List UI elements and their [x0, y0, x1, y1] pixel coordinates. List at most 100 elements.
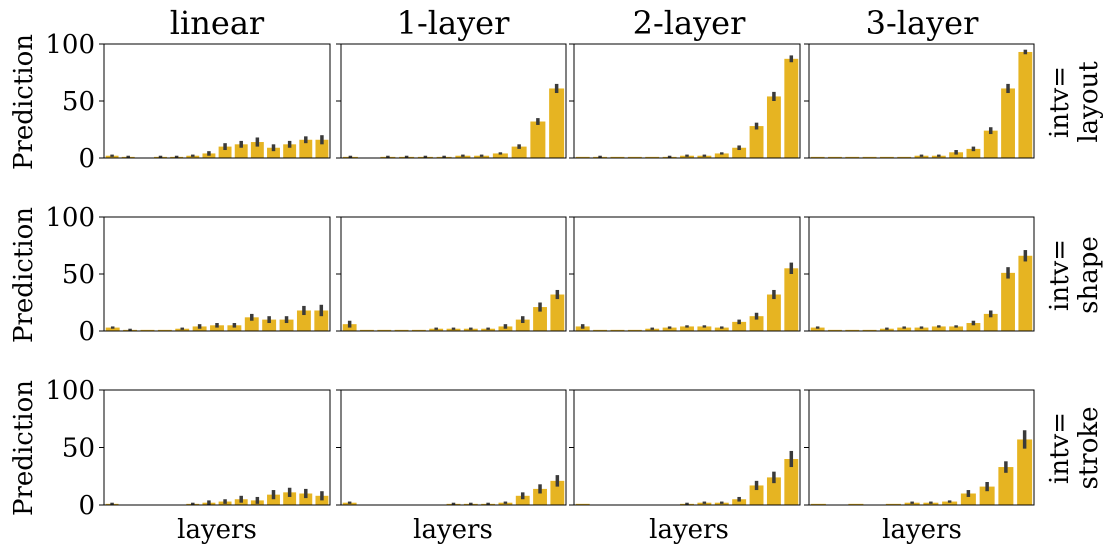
bar-r1-c4-11	[983, 130, 998, 158]
bar-r1-c4-13	[1018, 51, 1033, 159]
bar-r2-c2-12	[533, 307, 547, 331]
bar-r1-c3-10	[732, 147, 747, 158]
bar-r1-c1-14	[315, 139, 329, 158]
panel-frame-r3-c1	[103, 389, 331, 506]
bar-r2-c1-9	[244, 317, 259, 331]
y-axis-label-row-3: Prediction	[9, 380, 39, 516]
bar-r1-c2-11	[530, 121, 546, 158]
bar-r3-c4-10	[979, 486, 995, 505]
bar-r2-c3-7	[680, 326, 694, 331]
bar-r3-c1-13	[299, 493, 313, 505]
panel-frame-r2-c1	[103, 216, 331, 332]
bar-r3-c2-12	[533, 488, 547, 505]
panel-frame-r2-c4	[808, 216, 1035, 332]
bar-r3-c4-8	[942, 501, 958, 505]
bar-r1-c3-1	[575, 156, 590, 158]
bar-r2-c4-12	[1001, 272, 1015, 331]
x-axis-label-col-1: layers	[177, 515, 257, 545]
bar-r1-c3-3	[610, 156, 625, 158]
bar-r3-c3-12	[766, 477, 781, 505]
bar-r2-c3-12	[766, 294, 781, 331]
row-label-1-line1: intv=	[1045, 66, 1075, 138]
bar-r2-c2-11	[515, 319, 530, 331]
bar-r2-c4-2	[828, 329, 842, 331]
y-tick-label-r2-50: 50	[62, 260, 95, 290]
bar-r1-c1-13	[299, 139, 313, 158]
col-title-1-layer: 1-layer	[397, 4, 511, 42]
bar-r2-c3-10	[732, 321, 747, 331]
bar-r1-c3-4	[627, 156, 642, 158]
bar-r1-c4-9	[949, 152, 964, 158]
y-axis-label-row-2: Prediction	[9, 207, 39, 343]
bar-r1-c3-9	[714, 153, 729, 158]
bar-r2-c4-9	[949, 326, 964, 331]
col-title-2-layer: 2-layer	[633, 4, 747, 42]
bar-r1-c3-13	[784, 58, 799, 158]
panel-frame-r1-c1	[103, 43, 331, 159]
y-tick-label-r1-100: 100	[45, 30, 95, 60]
bar-r1-c4-6	[897, 156, 912, 158]
y-tick-label-r2-0: 0	[78, 317, 95, 347]
bar-r2-c4-10	[966, 323, 981, 331]
bar-r1-c4-10	[966, 148, 981, 158]
bar-r1-c2-10	[511, 146, 527, 158]
bar-r1-c4-12	[1001, 88, 1015, 158]
bar-r2-c2-1	[342, 324, 357, 331]
bar-r2-c3-9	[714, 327, 729, 331]
panel-frame-r2-c3	[573, 216, 801, 332]
bar-r2-c3-8	[697, 326, 712, 331]
bar-r3-c3-11	[749, 485, 764, 505]
bar-r2-c2-4	[394, 329, 409, 331]
bar-r2-c2-3	[377, 329, 392, 331]
bar-r2-c3-4	[627, 329, 642, 331]
bar-r3-c3-10	[732, 499, 747, 505]
bar-r3-c4-9	[960, 493, 976, 505]
bar-r1-c4-2	[828, 156, 842, 158]
bar-r2-c1-8	[227, 325, 242, 331]
bar-r2-c4-8	[931, 326, 946, 331]
bar-r2-c2-5	[411, 329, 426, 331]
panels-layer: 0 50 100 0 50 100 0 50 100	[45, 30, 1035, 521]
bar-r1-c1-12	[283, 144, 297, 158]
bar-r2-c4-6	[897, 327, 912, 331]
bar-r2-c3-6	[662, 327, 677, 331]
row-label-3-line2: stroke	[1074, 406, 1104, 489]
row-label-3-line1: intv=	[1045, 412, 1075, 484]
row-label-2-line2: shape	[1074, 236, 1104, 314]
bar-r3-c2-11	[515, 495, 530, 505]
y-tick-label-r3-100: 100	[45, 376, 95, 406]
bar-r1-c1-8	[218, 146, 232, 158]
y-axis-label-row-1: Prediction	[9, 34, 39, 170]
bar-r1-c4-1	[810, 156, 825, 158]
bar-r1-c1-10	[250, 142, 264, 158]
bar-r3-c4-5	[885, 503, 901, 505]
bar-r2-c1-4	[157, 329, 172, 331]
x-axis-label-col-2: layers	[413, 515, 493, 545]
panel-frame-r1-c4	[808, 43, 1035, 159]
bar-r1-c3-12	[766, 96, 781, 158]
bar-r1-c4-5	[879, 156, 894, 158]
bar-r1-c2-9	[492, 153, 508, 158]
bar-r2-c1-10	[262, 319, 277, 331]
bar-r1-c3-11	[749, 126, 764, 158]
y-tick-label-r3-50: 50	[62, 434, 95, 464]
bar-r2-c1-3	[140, 329, 155, 331]
bar-r2-c1-1	[105, 327, 120, 331]
y-tick-label-r2-100: 100	[45, 203, 95, 233]
bar-r2-c4-7	[914, 327, 929, 331]
bar-r3-c2-13	[550, 480, 565, 505]
x-axis-label-col-4: layers	[882, 515, 962, 545]
col-title-3-layer: 3-layer	[866, 4, 980, 42]
panel-frame-r3-c2	[340, 389, 567, 506]
bar-r1-c4-4	[862, 156, 877, 158]
row-label-1-line2: layout	[1074, 61, 1104, 143]
bar-r2-c1-7	[210, 325, 224, 331]
panel-frame-r2-c2	[340, 216, 567, 332]
y-tick-label-r1-0: 0	[78, 144, 95, 174]
bar-r3-c4-11	[998, 467, 1014, 505]
bar-r2-c2-2	[360, 329, 374, 331]
bar-r1-c1-9	[234, 144, 248, 158]
bar-r3-c4-3	[848, 503, 864, 505]
bar-r3-c3-13	[784, 459, 799, 505]
